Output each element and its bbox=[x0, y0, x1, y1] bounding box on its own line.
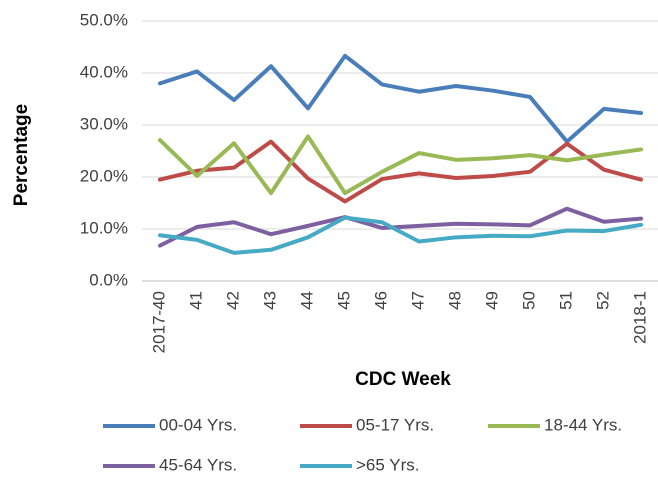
x-tick-label: 51 bbox=[556, 291, 575, 310]
legend-label: 05-17 Yrs. bbox=[356, 415, 434, 434]
series-line bbox=[158, 134, 643, 196]
x-tick-label: 48 bbox=[445, 291, 464, 310]
y-tick-label: 0.0% bbox=[89, 270, 128, 289]
x-tick-label: 47 bbox=[408, 291, 427, 310]
x-tick-label: 42 bbox=[223, 291, 242, 310]
y-axis-title: Percentage bbox=[11, 104, 32, 206]
y-tick-label: 30.0% bbox=[80, 114, 128, 133]
series-line bbox=[158, 139, 643, 204]
legend-label: >65 Yrs. bbox=[356, 455, 419, 474]
x-tick-label: 45 bbox=[334, 291, 353, 310]
legend-label: 18-44 Yrs. bbox=[544, 415, 622, 434]
x-tick-label: 2017-40 bbox=[149, 291, 168, 353]
x-tick-label: 41 bbox=[186, 291, 205, 310]
y-tick-label: 40.0% bbox=[80, 62, 128, 81]
series-line bbox=[158, 215, 643, 255]
series-line bbox=[158, 206, 643, 248]
y-tick-label: 50.0% bbox=[80, 10, 128, 29]
x-tick-label: 50 bbox=[519, 291, 538, 310]
x-tick-label: 43 bbox=[260, 291, 279, 310]
legend-label: 45-64 Yrs. bbox=[159, 455, 237, 474]
x-tick-label: 44 bbox=[297, 291, 316, 310]
legend-label: 00-04 Yrs. bbox=[159, 415, 237, 434]
x-axis-title: CDC Week bbox=[355, 369, 451, 390]
y-tick-label: 20.0% bbox=[80, 166, 128, 185]
x-tick-label: 49 bbox=[482, 291, 501, 310]
y-tick-label: 10.0% bbox=[80, 218, 128, 237]
series-line bbox=[158, 53, 643, 144]
x-tick-label: 52 bbox=[593, 291, 612, 310]
x-tick-label: 46 bbox=[371, 291, 390, 310]
x-tick-label: 2018-1 bbox=[630, 291, 649, 344]
